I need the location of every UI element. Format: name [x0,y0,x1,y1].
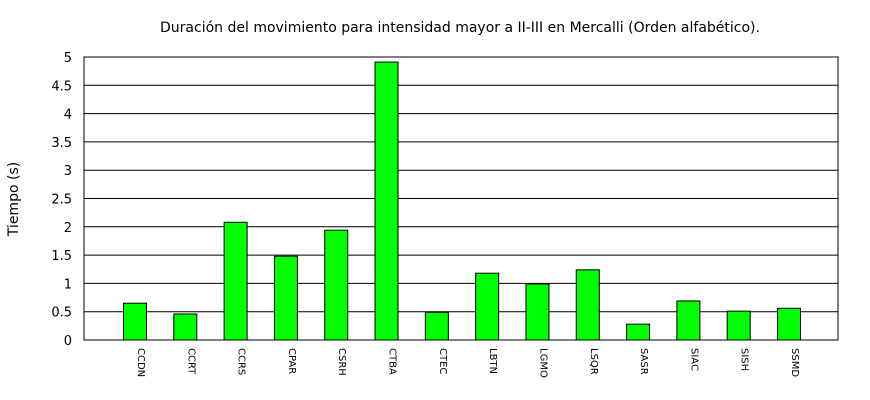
x-tick-label: SIAC [688,348,699,371]
y-tick-label: 0 [64,334,72,349]
x-tick-label: SISH [739,348,750,371]
y-axis-label: Tiempo (s) [6,162,22,237]
x-tick-label: CCDN [135,348,146,377]
y-tick-label: 4.5 [51,79,72,94]
y-tick-label: 3.5 [51,136,72,151]
x-tick-label: LGMO [537,348,548,378]
x-tick-label: LSQR [588,348,599,375]
y-tick-label: 3 [64,164,72,179]
plot-frame [83,56,839,341]
bar-ctec [424,311,449,341]
bar-siac [676,300,701,341]
x-tick-label: SASR [638,348,649,375]
bar-csrh [324,229,349,341]
x-tick-label: CTBA [387,348,398,375]
x-tick-label: SSMD [789,348,800,377]
y-tick-label: 1.5 [51,249,72,264]
x-tick-label: CCRS [236,348,247,375]
y-tick-labels: 0 0.5 1 1.5 2 2.5 3 3.5 4 4.5 5 [51,51,72,349]
bar-ccdn [123,302,147,341]
x-tick-label: CPAR [286,348,297,374]
y-tick-label: 4 [64,108,72,123]
bar-lgmo [525,283,550,341]
bar-lsqr [575,269,600,341]
y-tick-label: 5 [64,51,72,66]
bar-cpar [273,255,298,341]
bar-sish [726,310,751,341]
x-tick-label: CSRH [336,348,347,376]
bar-ctba [374,61,399,341]
chart-title: Duración del movimiento para intensidad … [160,20,760,36]
bars [123,61,801,341]
grid-lines [84,84,838,313]
x-tick-label: CCRT [185,348,196,375]
y-tick-label: 0.5 [51,306,72,321]
bar-sasr [626,323,651,341]
y-tick-label: 2 [64,221,72,236]
bar-ssmd [777,307,801,341]
bar-ccrt [173,313,198,341]
x-tick-labels: CCDN CCRT CCRS CPAR CSRH CTBA CTEC LBTN LGMO LSQR… [135,348,800,378]
y-tick-label: 1 [64,277,72,292]
y-tick-label: 2.5 [51,193,72,208]
x-tick-label: LBTN [487,348,498,374]
bar-ccrs [223,221,248,341]
x-tick-label: CTEC [437,348,448,374]
bar-lbtn [475,272,500,341]
